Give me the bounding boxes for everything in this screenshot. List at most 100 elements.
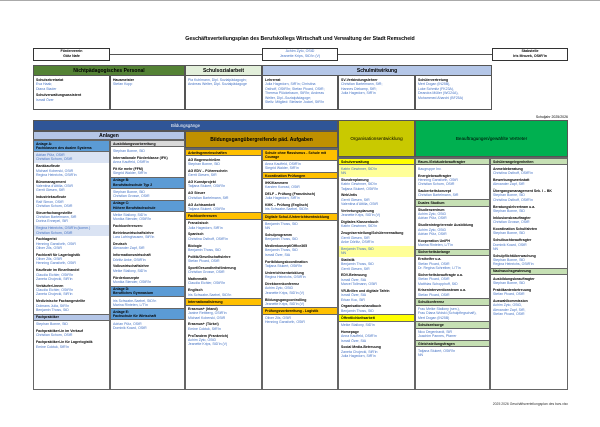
section-subtitle: Berufsfachschule Typ 2 xyxy=(113,182,153,187)
person-name: Valentina d'Attilia, OStR xyxy=(36,184,73,189)
person-name: Hannes Diekamp, StR; xyxy=(341,86,377,91)
person-name: NN xyxy=(493,246,499,251)
person-name: Christian Schorn, OStR xyxy=(36,203,73,208)
role-title: Französisch xyxy=(188,221,209,226)
role-title: KMK – Prüfung (Englisch) xyxy=(265,203,309,208)
section-title: Anlage B: xyxy=(113,178,130,183)
role-group: Beratungslehrerteam u.a. Stephan Bonne, S… xyxy=(491,203,567,214)
section-band: Koordination Prüfungen xyxy=(263,171,337,180)
role-title: Schulbuchbeauftragter xyxy=(493,238,532,243)
role-group: Organisationshandbuch Benjamin Thoss, StD xyxy=(339,303,414,314)
role-group: Französisch Julia Hagedorn, StR'in xyxy=(186,220,261,231)
person-name: Tatjana Stukert, OStR'in xyxy=(265,263,303,268)
person-name: Stephan Bonne, StD xyxy=(113,148,145,153)
person-name: Christina Osthoff, OStR'in xyxy=(493,197,533,202)
person-name: Zaneta Chojecki, StR'in xyxy=(341,349,378,354)
foerderverein-box: Förderverein Götz Nafe xyxy=(33,48,110,61)
role-group: Statistik Benjamin Thoss, StD Gerrit Giese… xyxy=(339,257,414,272)
header-bildungsgaenge: Bildungsgänge xyxy=(33,120,338,131)
person-name: Christian Schorn, OStR xyxy=(36,230,73,235)
person-name: Welter, Dipl.-Sozialpädagoge; xyxy=(265,95,312,100)
role-group: Fit für mehr (FFM) Siegrid Walder, StR'in xyxy=(111,166,184,177)
top-cell: Pia Kuhlmann, Dipl. Sozialpädagogin; Andr… xyxy=(185,76,262,110)
role-group: Fachpraktiker/-in im Verkauf Christian Sc… xyxy=(34,328,109,339)
person-name: Tatjana Stukert, OStR'in xyxy=(188,184,226,189)
person-name: Benjamin Thoss, StD xyxy=(265,221,298,226)
role-title: Stundenplanung xyxy=(341,177,369,182)
role-title: Praktikantenbetreuung xyxy=(493,287,532,292)
person-name: Regina Heinrichs, OStR'in xyxy=(265,275,306,280)
person-name: Stephan Bonne, StD xyxy=(36,322,68,327)
person-name: NN xyxy=(341,171,347,176)
person-name: Ismail Özer, StA xyxy=(341,338,367,343)
role-group: Bankkaufleute Michael Koberski, OStR Regin… xyxy=(34,163,109,178)
person-name: Benjamin Thoss, StD xyxy=(36,307,69,312)
person-name: Achim Zyto, OStD xyxy=(418,212,447,217)
person-name: Marcel Tollmann, OStR xyxy=(341,282,377,287)
person-name: Dolmans Julia, StR'in xyxy=(36,303,70,308)
role-group: Verkäufer/-innen Claudia Eichler, OStR'in… xyxy=(34,283,109,298)
role-title: Bankkaufleute xyxy=(36,164,60,169)
person-name: Benjamin Thoss, StD xyxy=(341,308,374,313)
role-group: Englisch Iris Schwabe-Saebel, StD'in xyxy=(186,287,261,298)
column: Ausbildungsvorbereitung Stephan Bonne, St… xyxy=(110,139,185,390)
person-name: Gerrit Giesen, StR xyxy=(188,173,217,178)
column: Anlage A: Fachklassen des dualen Systems A… xyxy=(33,139,110,390)
role-title: Hausmeister xyxy=(113,78,135,82)
role-group: Inklusionsbeauftragter Christian Grosse, … xyxy=(491,215,567,226)
role-group: Meike Stallony, StD'in xyxy=(339,322,414,329)
top-cell: Lehrerrat Julia Hagedorn, StR'in; Christi… xyxy=(262,76,338,110)
role-title: Erasmus+ (Türkei) xyxy=(188,322,219,327)
section-title: Prüfungsvorbereitung - Logistik xyxy=(265,309,319,313)
role-group: Mathematik Claudia Eichler, OStR'in xyxy=(186,276,261,287)
section-title: Internationalisierung xyxy=(188,299,223,304)
person-name: Valentina d'Attilia, OStR xyxy=(341,202,378,207)
role-group: Bildungsgangcontrolling Jeanette Krips, S… xyxy=(263,296,337,307)
role-title: AG Achtsamkeit xyxy=(188,202,215,207)
person-name: Theresa Plückebaum, StR'in; Andreas xyxy=(265,91,325,96)
role-group: Politik/Gesellschaftslehre Stefan Picard,… xyxy=(186,253,261,264)
role-title: Bewerbungswerkstatt xyxy=(493,177,530,182)
section-title: Schulkonferenz xyxy=(418,299,445,304)
section-band: Ausbildungsvorbereitung xyxy=(111,140,184,148)
person-name: Ismail Özer xyxy=(36,97,54,102)
person-name: Gerrit Giesen, StR xyxy=(341,235,370,240)
section-band: Nachwuchsgewinnung xyxy=(491,267,567,276)
role-title: Büromanagement xyxy=(36,179,66,184)
person-name: Alexander Zapf, StR, xyxy=(493,307,526,312)
person-name: Benjamin Thoss, StD xyxy=(188,247,221,252)
role-title: Energiebeauftragter xyxy=(418,173,452,178)
role-group: Sauberkeitskonzept Christian Bartelmann, … xyxy=(416,188,489,199)
section-title: Schulseelsorge xyxy=(418,322,444,327)
person-name: Stephan Bonne, StD xyxy=(113,189,145,194)
role-group: Fachpraktiker/-in für Lagerlogistik Emine… xyxy=(34,339,109,350)
person-name: Christian Bartelmann, StR; xyxy=(341,82,383,87)
role-group: DELF – Prüfung (Französisch) Julia Hagedo… xyxy=(263,191,337,202)
role-group: Erasmus+ (Türkei) Emine Coktuk, StR'in xyxy=(186,321,261,332)
role-title: Schulsekretariat xyxy=(36,78,64,82)
section-title: Duales Studium xyxy=(418,200,445,205)
person-name: Henning Gansforth, OStR xyxy=(36,241,76,246)
person-name: Mert Dogan (IN25B), xyxy=(418,82,451,87)
top-border xyxy=(0,0,600,1)
stabstelle-box: Stabstelle Iris Mrozek, OStR'in xyxy=(492,48,568,61)
person-name: Lara Lafringhausen, StR'in xyxy=(113,235,155,240)
role-group: Studienzentrum Achim Zyto, OStD Adrian Püt… xyxy=(416,207,489,222)
role-title: Sport/Gesundheitsförderung xyxy=(188,265,236,270)
person-name: Julia Hagedorn, StR'in xyxy=(341,91,376,96)
role-group: Medienkonzept/Office365 Benjamin Thoss, S… xyxy=(263,243,337,258)
role-group: IHK/Kammern Karsten Konrad, OStR xyxy=(263,179,337,190)
person-name: Monika Stender, OStR'in xyxy=(113,217,152,222)
person-name: Benjamin Thoss, StD xyxy=(341,262,374,267)
role-group: Sport/Gesundheitsförderung Christian Gros… xyxy=(186,265,261,276)
person-name: Achim Zyto, OStD xyxy=(265,286,294,291)
person-name: Marina Rintelen, L/T'in xyxy=(113,302,148,307)
section-title: Sicherheitsbelange xyxy=(418,250,451,255)
foerderverein-name: Götz Nafe xyxy=(63,54,80,58)
role-title: Fortbildungskoordination xyxy=(265,259,308,264)
role-group: Adrian Pütz, OStR Christian Schorn, OStR xyxy=(34,151,109,163)
role-title: Zeugniserstellung/Schülerverwaltung xyxy=(341,231,404,236)
section-band: Duales Studium xyxy=(416,199,489,207)
top-cell: Schülervertretung Mert Dogan (IN25B), Luke… xyxy=(415,76,492,110)
role-group: Schulbuchbeauftragter Dominik Kowol, OStR… xyxy=(491,237,567,252)
